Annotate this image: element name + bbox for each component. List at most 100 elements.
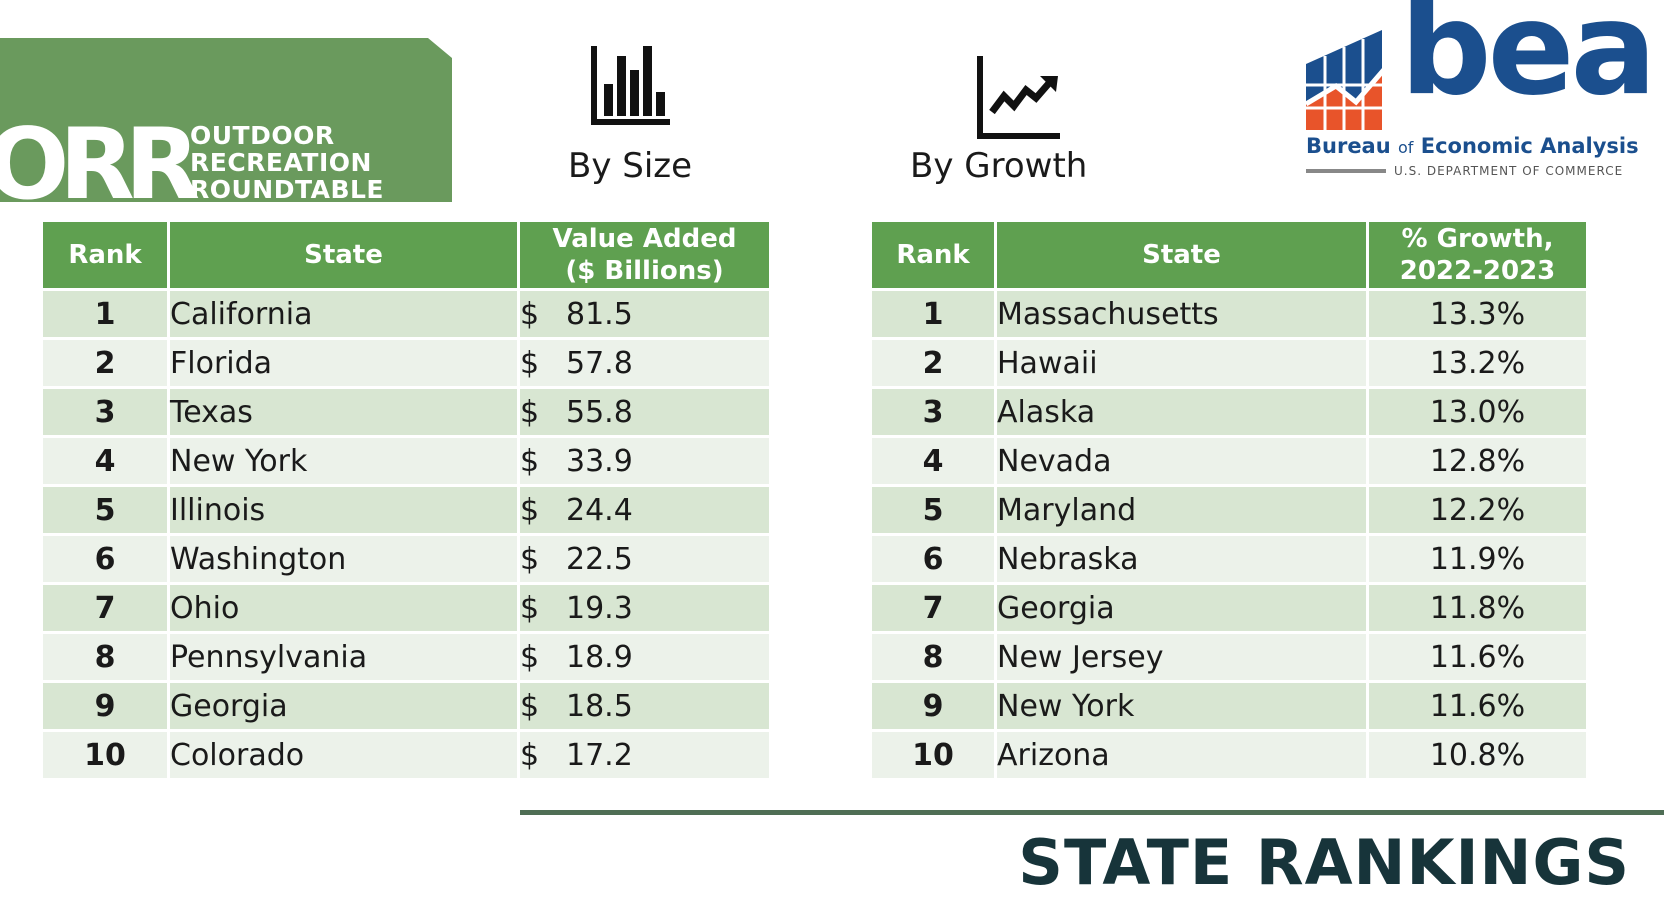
bea-graph-icon	[1306, 30, 1396, 130]
state-cell: Massachusetts	[997, 291, 1369, 340]
state-column-header: State	[997, 222, 1369, 291]
state-cell: Alaska	[997, 389, 1369, 438]
growth-percent-cell: 13.2%	[1369, 340, 1586, 389]
value-amount: 55.8	[566, 394, 633, 430]
rank-cell: 2	[43, 340, 170, 389]
table-header-row: Rank State % Growth, 2022-2023	[872, 222, 1586, 291]
table-row: 9 New York 11.6%	[872, 683, 1586, 732]
state-cell: Nevada	[997, 438, 1369, 487]
bea-name-part2: Economic Analysis	[1420, 134, 1639, 158]
value-amount: 57.8	[566, 345, 633, 381]
value-added-column-header: Value Added ($ Billions)	[520, 222, 769, 291]
table-row: 9 Georgia $18.5	[43, 683, 769, 732]
value-amount: 18.9	[566, 639, 633, 675]
growth-percent-cell: 10.8%	[1369, 732, 1586, 781]
currency-symbol: $	[520, 590, 540, 626]
value-added-cell: $33.9	[520, 438, 769, 487]
rank-column-header: Rank	[872, 222, 997, 291]
orr-logo-mark: ORR	[0, 108, 200, 222]
orr-logo-line-3: ROUNDTABLE	[190, 175, 385, 204]
rank-cell: 10	[872, 732, 997, 781]
rank-cell: 7	[43, 585, 170, 634]
growth-header-line-2: 2022-2023	[1399, 256, 1556, 286]
currency-symbol: $	[520, 394, 540, 430]
value-added-cell: $19.3	[520, 585, 769, 634]
value-header-line-2: ($ Billions)	[565, 256, 724, 286]
slide-title: STATE RANKINGS	[1018, 826, 1630, 899]
state-cell: Florida	[170, 340, 520, 389]
rank-column-header: Rank	[43, 222, 170, 291]
currency-symbol: $	[520, 296, 540, 332]
table-row: 6 Nebraska 11.9%	[872, 536, 1586, 585]
line-chart-icon	[977, 56, 1060, 139]
value-amount: 81.5	[566, 296, 633, 332]
growth-table-body: 1 Massachusetts 13.3% 2 Hawaii 13.2% 3 Alaska 13…	[872, 291, 1586, 781]
rank-cell: 9	[43, 683, 170, 732]
state-cell: Texas	[170, 389, 520, 438]
value-added-cell: $57.8	[520, 340, 769, 389]
rank-cell: 6	[872, 536, 997, 585]
value-added-cell: $17.2	[520, 732, 769, 781]
growth-percent-cell: 12.8%	[1369, 438, 1586, 487]
currency-symbol: $	[520, 541, 540, 577]
currency-symbol: $	[520, 345, 540, 381]
value-added-cell: $81.5	[520, 291, 769, 340]
state-cell: New York	[997, 683, 1369, 732]
value-amount: 17.2	[566, 737, 633, 773]
state-cell: New York	[170, 438, 520, 487]
growth-header-line-1: % Growth,	[1401, 224, 1554, 254]
value-amount: 33.9	[566, 443, 633, 479]
rank-cell: 2	[872, 340, 997, 389]
currency-symbol: $	[520, 443, 540, 479]
value-added-cell: $24.4	[520, 487, 769, 536]
state-cell: Georgia	[170, 683, 520, 732]
rank-cell: 1	[43, 291, 170, 340]
rank-cell: 8	[872, 634, 997, 683]
table-row: 10 Arizona 10.8%	[872, 732, 1586, 781]
rank-cell: 5	[43, 487, 170, 536]
growth-percent-cell: 11.8%	[1369, 585, 1586, 634]
rank-cell: 3	[872, 389, 997, 438]
state-cell: California	[170, 291, 520, 340]
by-growth-caption: By Growth	[910, 146, 1088, 186]
growth-percent-cell: 12.2%	[1369, 487, 1586, 536]
rank-cell: 5	[872, 487, 997, 536]
table-row: 3 Texas $55.8	[43, 389, 769, 438]
bea-name-of: of	[1398, 138, 1414, 157]
rank-cell: 4	[43, 438, 170, 487]
table-row: 1 California $81.5	[43, 291, 769, 340]
rank-cell: 4	[872, 438, 997, 487]
currency-symbol: $	[520, 737, 540, 773]
growth-percent-cell: 11.9%	[1369, 536, 1586, 585]
state-cell: Nebraska	[997, 536, 1369, 585]
bea-logo: bea Bureau of Economic Analysis U.S. DEP…	[1300, 0, 1657, 180]
table-row: 10 Colorado $17.2	[43, 732, 769, 781]
state-cell: Pennsylvania	[170, 634, 520, 683]
value-amount: 22.5	[566, 541, 633, 577]
table-row: 4 Nevada 12.8%	[872, 438, 1586, 487]
value-amount: 24.4	[566, 492, 633, 528]
footer-divider	[520, 810, 1664, 815]
value-added-cell: $18.5	[520, 683, 769, 732]
rank-cell: 10	[43, 732, 170, 781]
currency-symbol: $	[520, 688, 540, 724]
state-cell: Illinois	[170, 487, 520, 536]
value-added-cell: $22.5	[520, 536, 769, 585]
bar-chart-icon	[591, 46, 670, 125]
table-row: 3 Alaska 13.0%	[872, 389, 1586, 438]
rank-cell: 8	[43, 634, 170, 683]
orr-logo-banner: ORR OUTDOOR RECREATION ROUNDTABLE	[0, 38, 452, 202]
rank-cell: 7	[872, 585, 997, 634]
state-cell: Ohio	[170, 585, 520, 634]
state-cell: Washington	[170, 536, 520, 585]
growth-percent-cell: 11.6%	[1369, 683, 1586, 732]
table-row: 1 Massachusetts 13.3%	[872, 291, 1586, 340]
table-row: 4 New York $33.9	[43, 438, 769, 487]
table-row: 7 Ohio $19.3	[43, 585, 769, 634]
value-added-cell: $55.8	[520, 389, 769, 438]
growth-percent-cell: 13.3%	[1369, 291, 1586, 340]
state-cell: Georgia	[997, 585, 1369, 634]
size-table-body: 1 California $81.5 2 Florida $57.8 3 Texas $55.8…	[43, 291, 769, 781]
orr-logo-text: OUTDOOR RECREATION ROUNDTABLE	[190, 122, 385, 204]
state-cell: New Jersey	[997, 634, 1369, 683]
